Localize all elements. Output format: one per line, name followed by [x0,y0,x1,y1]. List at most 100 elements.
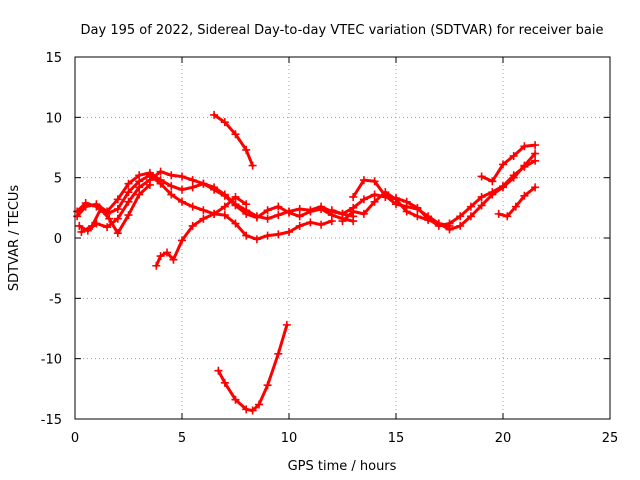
series-track-4 [77,180,154,238]
data-point [248,406,257,415]
data-point [135,177,144,186]
data-point [285,208,293,217]
data-point [188,183,197,192]
data-point [242,145,251,154]
data-point [520,161,529,170]
data-point [214,366,223,375]
data-point [503,212,512,221]
data-point [494,209,503,218]
x-tick-label: 10 [281,431,298,446]
x-tick-label: 25 [602,431,619,446]
data-point [113,195,122,204]
data-point [477,192,486,201]
data-point [499,160,507,169]
data-point [145,180,154,189]
data-point [295,205,304,214]
data-point [263,206,272,215]
data-point [124,197,133,206]
data-point [488,177,497,186]
x-axis-label: GPS time / hours [288,459,397,474]
data-point [274,202,283,211]
data-point [531,183,540,192]
data-point [77,227,86,236]
data-point [381,188,390,197]
data-point [231,201,240,210]
data-point [327,217,336,226]
data-point [466,212,475,221]
data-point [242,200,251,209]
data-point [359,209,368,218]
data-point [231,219,240,228]
y-axis-label: SDTVAR / TECUs [7,185,22,292]
data-point [317,205,326,214]
data-point [511,202,520,211]
series-track-5 [152,209,336,270]
data-point [75,221,84,230]
data-point [199,214,208,223]
data-point [477,201,486,210]
data-point [285,227,293,236]
data-point [274,230,283,239]
data-point [370,190,379,199]
data-point [338,217,347,226]
y-tick-label: 10 [45,111,62,126]
data-point [199,206,208,215]
data-point [88,221,97,230]
data-point [210,185,219,194]
data-point [509,173,518,182]
data-point [167,171,176,180]
data-point [152,261,161,270]
series-line [79,183,152,235]
data-point [424,215,433,224]
data-point [252,213,261,222]
data-point [349,207,358,216]
data-point [349,217,358,226]
data-point [306,207,315,216]
data-point [456,212,465,221]
data-point [156,179,165,188]
data-point [242,209,251,218]
data-point [295,212,304,221]
data-point [163,248,172,257]
data-point [531,141,540,150]
data-point [402,207,411,216]
data-point [231,395,240,404]
data-point [199,179,208,188]
data-point [188,221,197,230]
data-point [445,221,454,230]
data-point [220,211,229,220]
x-tick-label: 15 [388,431,405,446]
x-tick-label: 20 [495,431,512,446]
series-track-12 [494,183,540,221]
data-point [282,320,291,329]
data-point [499,183,507,192]
data-point [167,182,176,191]
data-point [124,211,133,220]
y-tick-label: -5 [49,292,62,307]
data-point [413,212,422,221]
data-point [220,118,229,127]
series-track-9 [349,149,540,234]
data-point [220,378,229,387]
data-point [178,236,186,245]
data-point [327,206,336,215]
x-tick-label: 5 [178,431,186,446]
data-point [317,220,326,229]
data-point [274,211,283,220]
axes-ticks: 0 5 10 15 20 25 -15 -10 -5 0 5 10 15 [41,51,619,446]
data-point [113,205,122,214]
data-point [81,199,90,208]
data-point [370,197,379,206]
y-tick-label: -15 [41,413,62,428]
data-point [263,231,272,240]
series-track-6 [210,110,257,170]
data-point [156,167,165,176]
data-point [263,214,272,223]
grid [75,57,610,419]
data-point [242,405,251,414]
data-point [488,190,497,199]
y-tick-label: 15 [45,51,62,66]
data-point [73,207,82,216]
y-tick-label: -10 [41,353,62,368]
